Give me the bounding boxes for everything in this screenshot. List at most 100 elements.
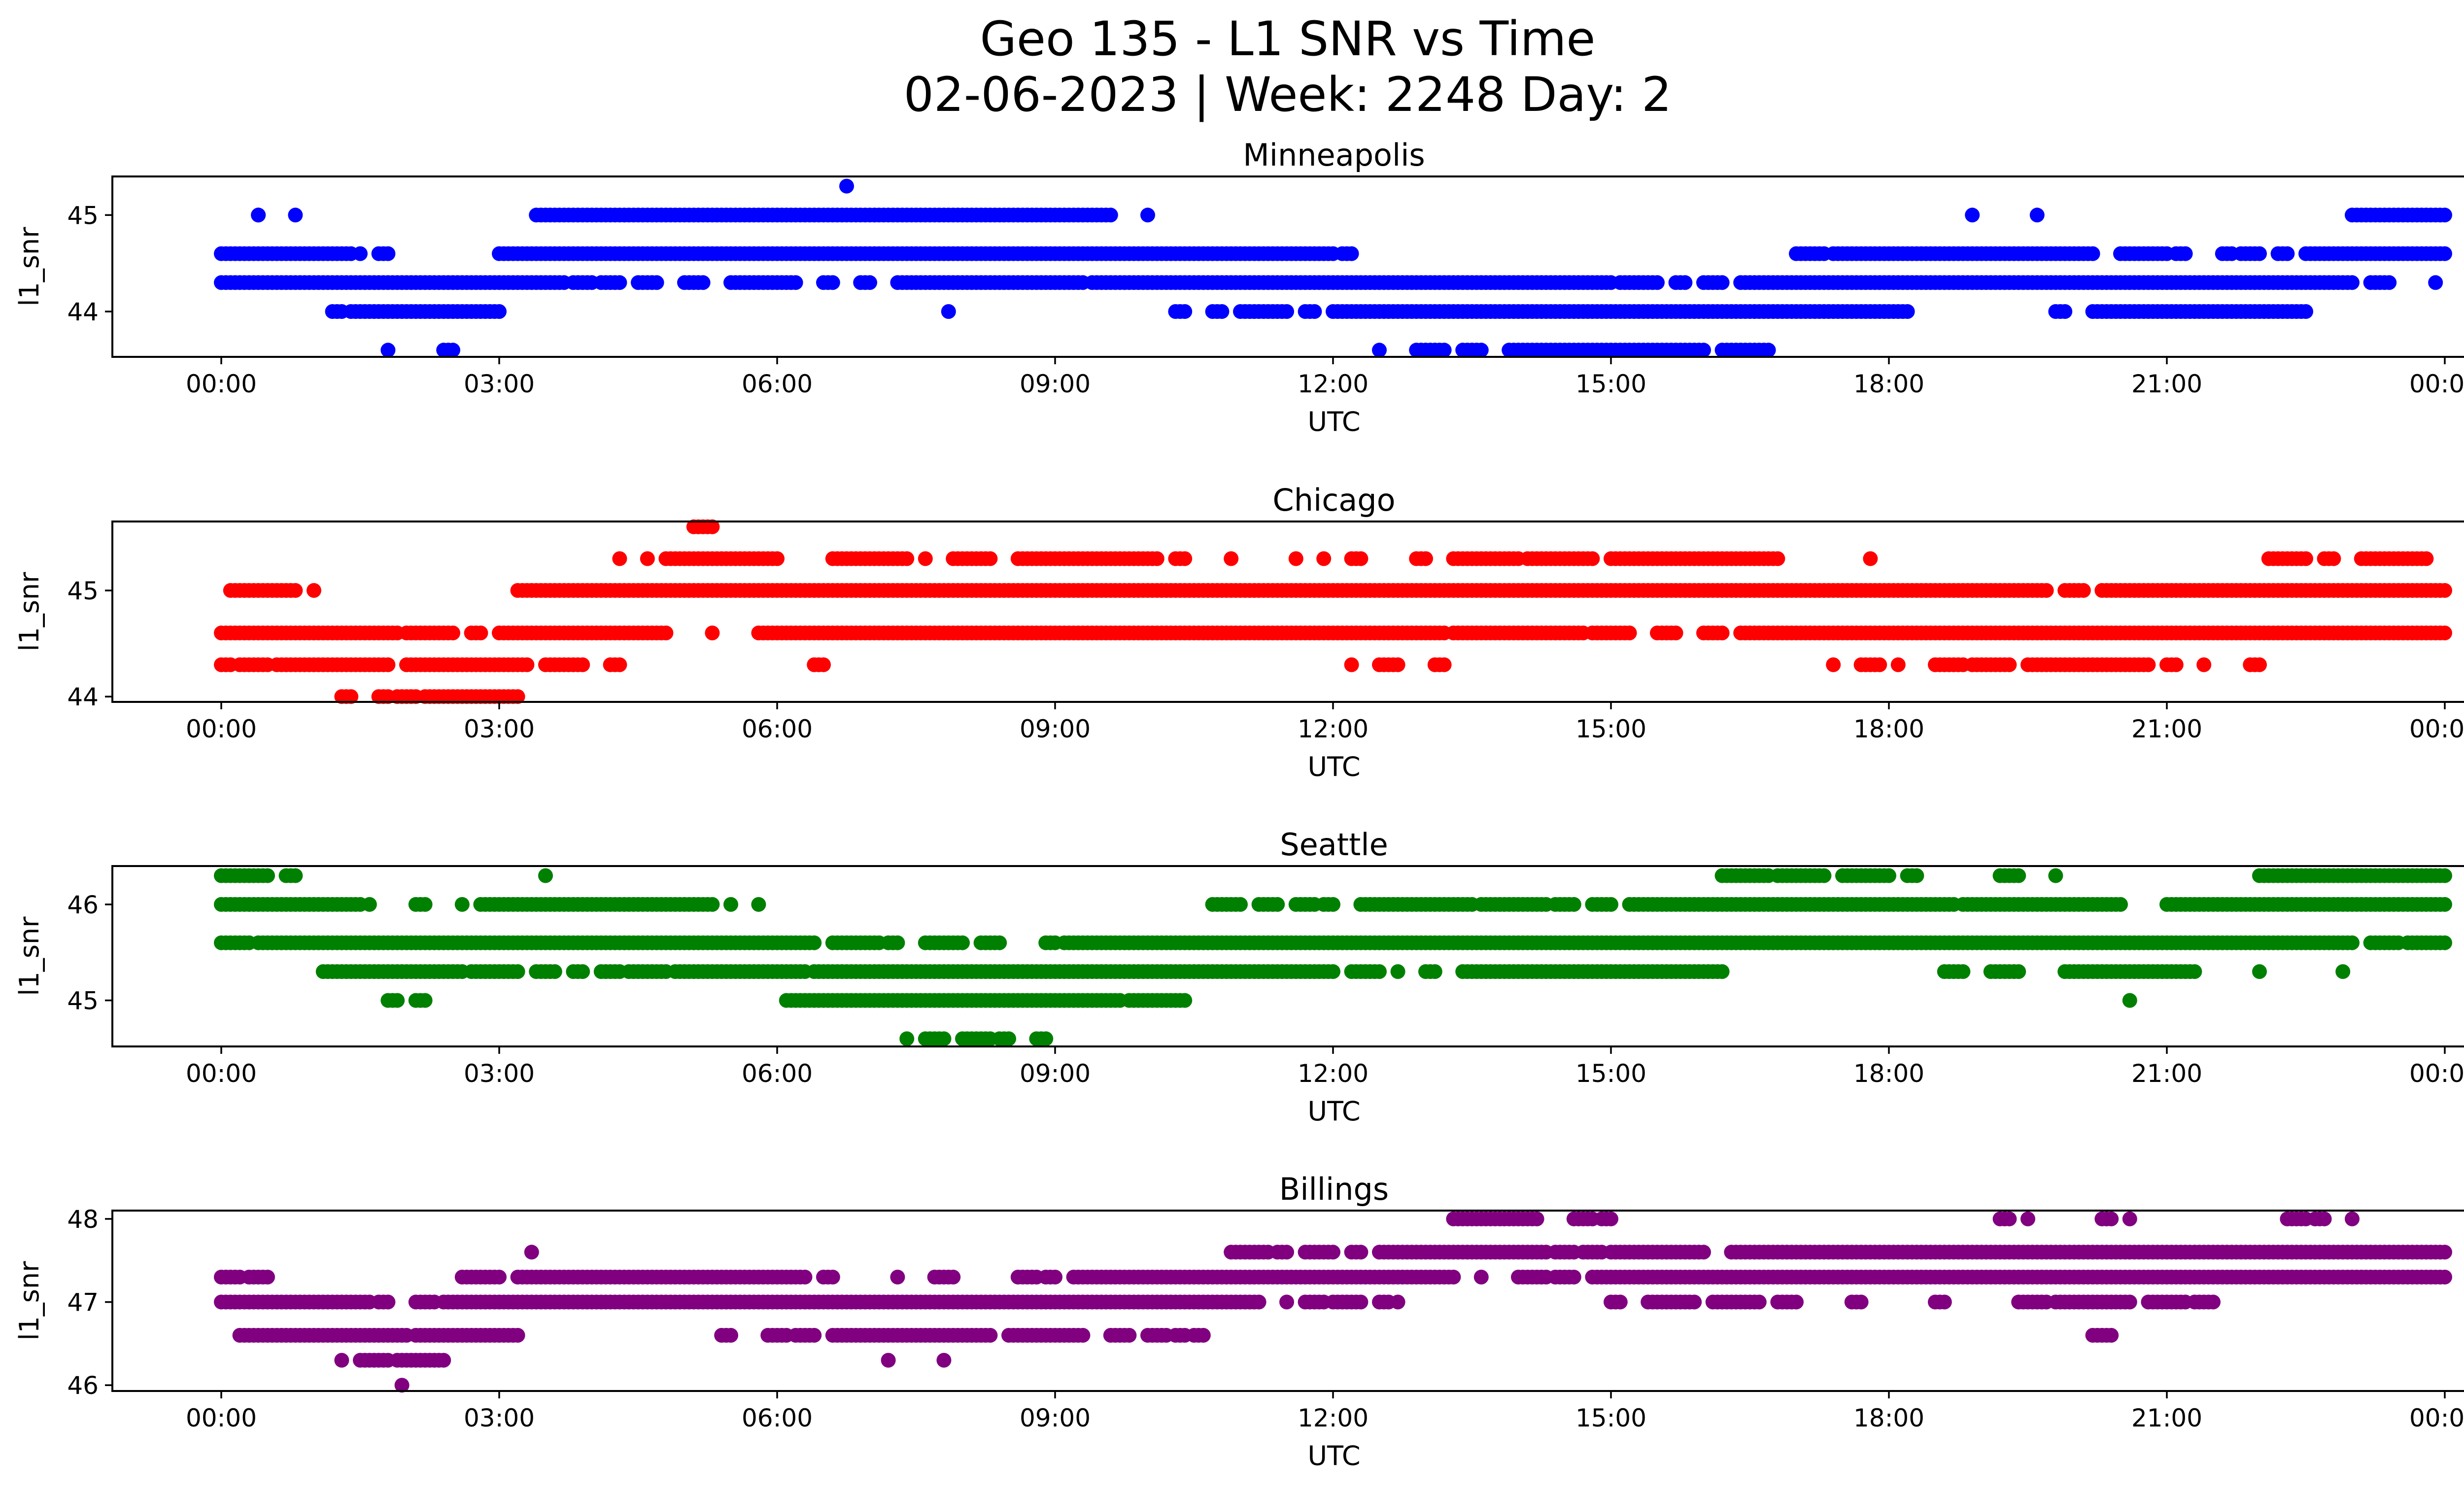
data-point [983, 1328, 998, 1343]
x-tick-label: 18:00 [1853, 1059, 1924, 1088]
data-point [2104, 1328, 2119, 1343]
data-point [2280, 246, 2295, 261]
x-tick-label: 03:00 [464, 1059, 535, 1088]
x-tick-label: 15:00 [1575, 715, 1646, 743]
data-point [1196, 1328, 1211, 1343]
data-point [334, 1353, 349, 1368]
data-point [1437, 657, 1452, 672]
subplots: 00:00 03:00 06:00 09:00 12:00 15:00 18:00 21:00… [14, 137, 2464, 1471]
data-point [983, 551, 998, 566]
data-point [417, 897, 433, 912]
data-point [1344, 657, 1359, 672]
data-point [770, 551, 785, 566]
data-point [705, 626, 720, 641]
data-point [1714, 626, 1730, 641]
x-axis-label: UTC [1307, 1096, 1360, 1127]
data-point [445, 626, 460, 641]
data-point [510, 1328, 525, 1343]
data-point [1270, 897, 1285, 912]
data-point [1668, 626, 1683, 641]
data-point [1650, 275, 1665, 290]
data-point [2122, 993, 2137, 1008]
data-point [825, 1269, 840, 1285]
data-point [1038, 1031, 1054, 1046]
data-point [705, 897, 720, 912]
data-point [2437, 868, 2452, 883]
data-point [2317, 1211, 2332, 1226]
data-point [2437, 1245, 2452, 1260]
x-tick-label: 06:00 [742, 370, 813, 398]
data-point [1233, 897, 1248, 912]
data-point [1326, 897, 1340, 912]
data-point [2437, 583, 2452, 598]
subplot-billings: 00:00 03:00 06:00 09:00 12:00 15:00 18:00 21:00… [14, 1171, 2464, 1471]
data-point [260, 1269, 275, 1285]
data-point [1566, 1269, 1581, 1285]
data-point [1826, 657, 1841, 672]
data-point [723, 1328, 738, 1343]
data-point [1696, 343, 1711, 358]
data-point [2085, 246, 2100, 261]
subplot-seattle: 00:00 03:00 06:00 09:00 12:00 15:00 18:00 21:00… [14, 827, 2464, 1127]
data-point [1326, 964, 1340, 979]
x-tick-label: 18:00 [1853, 715, 1924, 743]
data-point [251, 208, 266, 223]
data-point [751, 897, 766, 912]
data-point [2345, 935, 2360, 950]
y-axis-label: l1_snr [14, 916, 45, 996]
data-point [918, 551, 933, 566]
data-point [2437, 897, 2452, 912]
x-tick-label: 03:00 [464, 370, 535, 398]
x-tick-label: 15:00 [1575, 1059, 1646, 1088]
y-tick-label: 46 [67, 891, 99, 919]
data-point [1687, 1294, 1702, 1310]
data-points-chicago [214, 519, 2452, 704]
data-point [1316, 551, 1332, 566]
data-point [2002, 1211, 2017, 1226]
data-point [1251, 1294, 1266, 1310]
data-point [2104, 1211, 2119, 1226]
data-point [1816, 868, 1832, 883]
data-point [1622, 626, 1637, 641]
data-point [1751, 1294, 1767, 1310]
data-point [2039, 583, 2054, 598]
data-point [1529, 1211, 1544, 1226]
data-point [2298, 551, 2313, 566]
x-axis-label: UTC [1307, 751, 1360, 782]
subplot-title: Minneapolis [1243, 137, 1425, 173]
data-point [1075, 1328, 1091, 1343]
x-tick-label: 00:00 [2409, 1059, 2464, 1088]
data-point [2076, 583, 2091, 598]
data-point [2122, 1294, 2137, 1310]
data-point [1307, 304, 1322, 319]
data-point [492, 304, 507, 319]
data-point [1418, 551, 1433, 566]
x-tick-label: 18:00 [1853, 370, 1924, 398]
x-tick-label: 06:00 [742, 715, 813, 743]
data-point [1353, 551, 1369, 566]
data-point [390, 993, 405, 1008]
data-point [445, 343, 460, 358]
data-point [380, 1294, 396, 1310]
data-point [862, 275, 877, 290]
data-point [825, 275, 840, 290]
data-point [1789, 1294, 1804, 1310]
data-point [881, 1353, 896, 1368]
x-tick-label: 12:00 [1298, 1059, 1369, 1088]
data-point [1372, 964, 1387, 979]
subplot-title: Chicago [1272, 482, 1395, 518]
data-point [797, 1269, 813, 1285]
data-point [2437, 626, 2452, 641]
data-point [2048, 868, 2063, 883]
data-point [1937, 1294, 1952, 1310]
data-point [288, 208, 303, 223]
data-point [1326, 1245, 1340, 1260]
data-point [2029, 208, 2045, 223]
data-point [1612, 1294, 1628, 1310]
x-tick-label: 09:00 [1020, 715, 1091, 743]
x-tick-label: 21:00 [2131, 370, 2202, 398]
data-point [1714, 964, 1730, 979]
x-tick-label: 00:00 [186, 1059, 257, 1088]
x-tick-label: 12:00 [1298, 715, 1369, 743]
